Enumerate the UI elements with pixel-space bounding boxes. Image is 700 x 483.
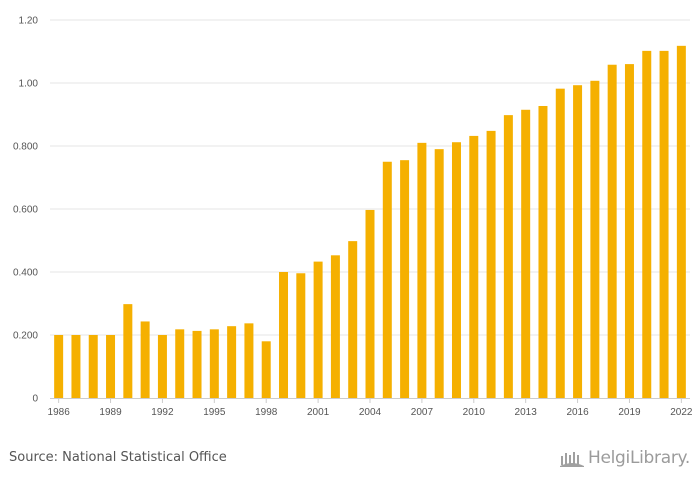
x-tick-label: 1995 [203, 407, 226, 418]
bar-1996 [227, 326, 237, 398]
bar-1990 [123, 304, 133, 398]
logo-text: HelgiLibrary. [587, 448, 690, 468]
bar-1994 [192, 330, 202, 398]
bar-1991 [140, 321, 150, 398]
bar-2016 [573, 85, 583, 398]
bar-2015 [555, 88, 565, 399]
bar-1992 [157, 335, 167, 398]
bar-2019 [624, 64, 634, 398]
bar-1988 [88, 335, 98, 398]
bar-1993 [175, 329, 185, 398]
x-tick-label: 2010 [463, 407, 486, 418]
bar-1987 [71, 335, 81, 398]
x-tick-label: 1986 [48, 407, 71, 418]
bar-1989 [106, 335, 116, 398]
bar-2008 [434, 149, 444, 398]
bar-2001 [313, 261, 323, 398]
y-tick-label: 0.800 [13, 142, 38, 153]
helgi-library-logo[interactable]: HelgiLibrary. [559, 448, 690, 468]
x-tick-label: 1992 [151, 407, 174, 418]
bar-2004 [365, 209, 375, 398]
x-tick-label: 1998 [255, 407, 278, 418]
bar-2000 [296, 273, 306, 398]
y-tick-label: 0 [32, 394, 38, 405]
x-tick-label: 2007 [411, 407, 434, 418]
bar-2007 [417, 142, 427, 398]
bar-2003 [348, 241, 358, 398]
source-note: Source: National Statistical Office [9, 450, 227, 465]
x-tick-label: 2001 [307, 407, 330, 418]
bar-2014 [538, 105, 548, 399]
bar-2022 [676, 45, 686, 399]
bar-2009 [451, 142, 461, 398]
bar-1995 [209, 329, 219, 398]
bar-1998 [261, 341, 271, 398]
y-tick-label: 1.00 [19, 79, 39, 90]
y-tick-label: 1.20 [19, 16, 39, 27]
bar-2005 [382, 161, 392, 398]
x-tick-label: 2004 [359, 407, 382, 418]
bar-1997 [244, 323, 254, 398]
bar-2006 [400, 160, 410, 398]
bar-2021 [659, 50, 669, 399]
bar-2018 [607, 64, 617, 398]
bar-2011 [486, 130, 496, 398]
x-tick-label: 2016 [566, 407, 589, 418]
bar-2013 [521, 109, 531, 399]
x-tick-label: 2022 [670, 407, 693, 418]
bar-chart: 0 0.200 0.400 0.600 0.800 1.00 1.20 1986 1989 199… [13, 16, 693, 419]
library-icon [559, 452, 584, 467]
y-tick-label: 0.600 [13, 205, 38, 216]
y-tick-label: 0.400 [13, 268, 38, 279]
y-tick-label: 0.200 [13, 331, 38, 342]
x-tick-label: 2019 [618, 407, 641, 418]
bar-2012 [503, 115, 513, 398]
bar-1999 [279, 272, 289, 398]
bar-2010 [469, 135, 479, 399]
bar-2017 [590, 80, 600, 399]
bar-1986 [54, 335, 64, 398]
x-tick-label: 2013 [515, 407, 538, 418]
bar-2002 [330, 255, 340, 398]
x-tick-label: 1989 [99, 407, 122, 418]
bar-2020 [642, 50, 652, 399]
